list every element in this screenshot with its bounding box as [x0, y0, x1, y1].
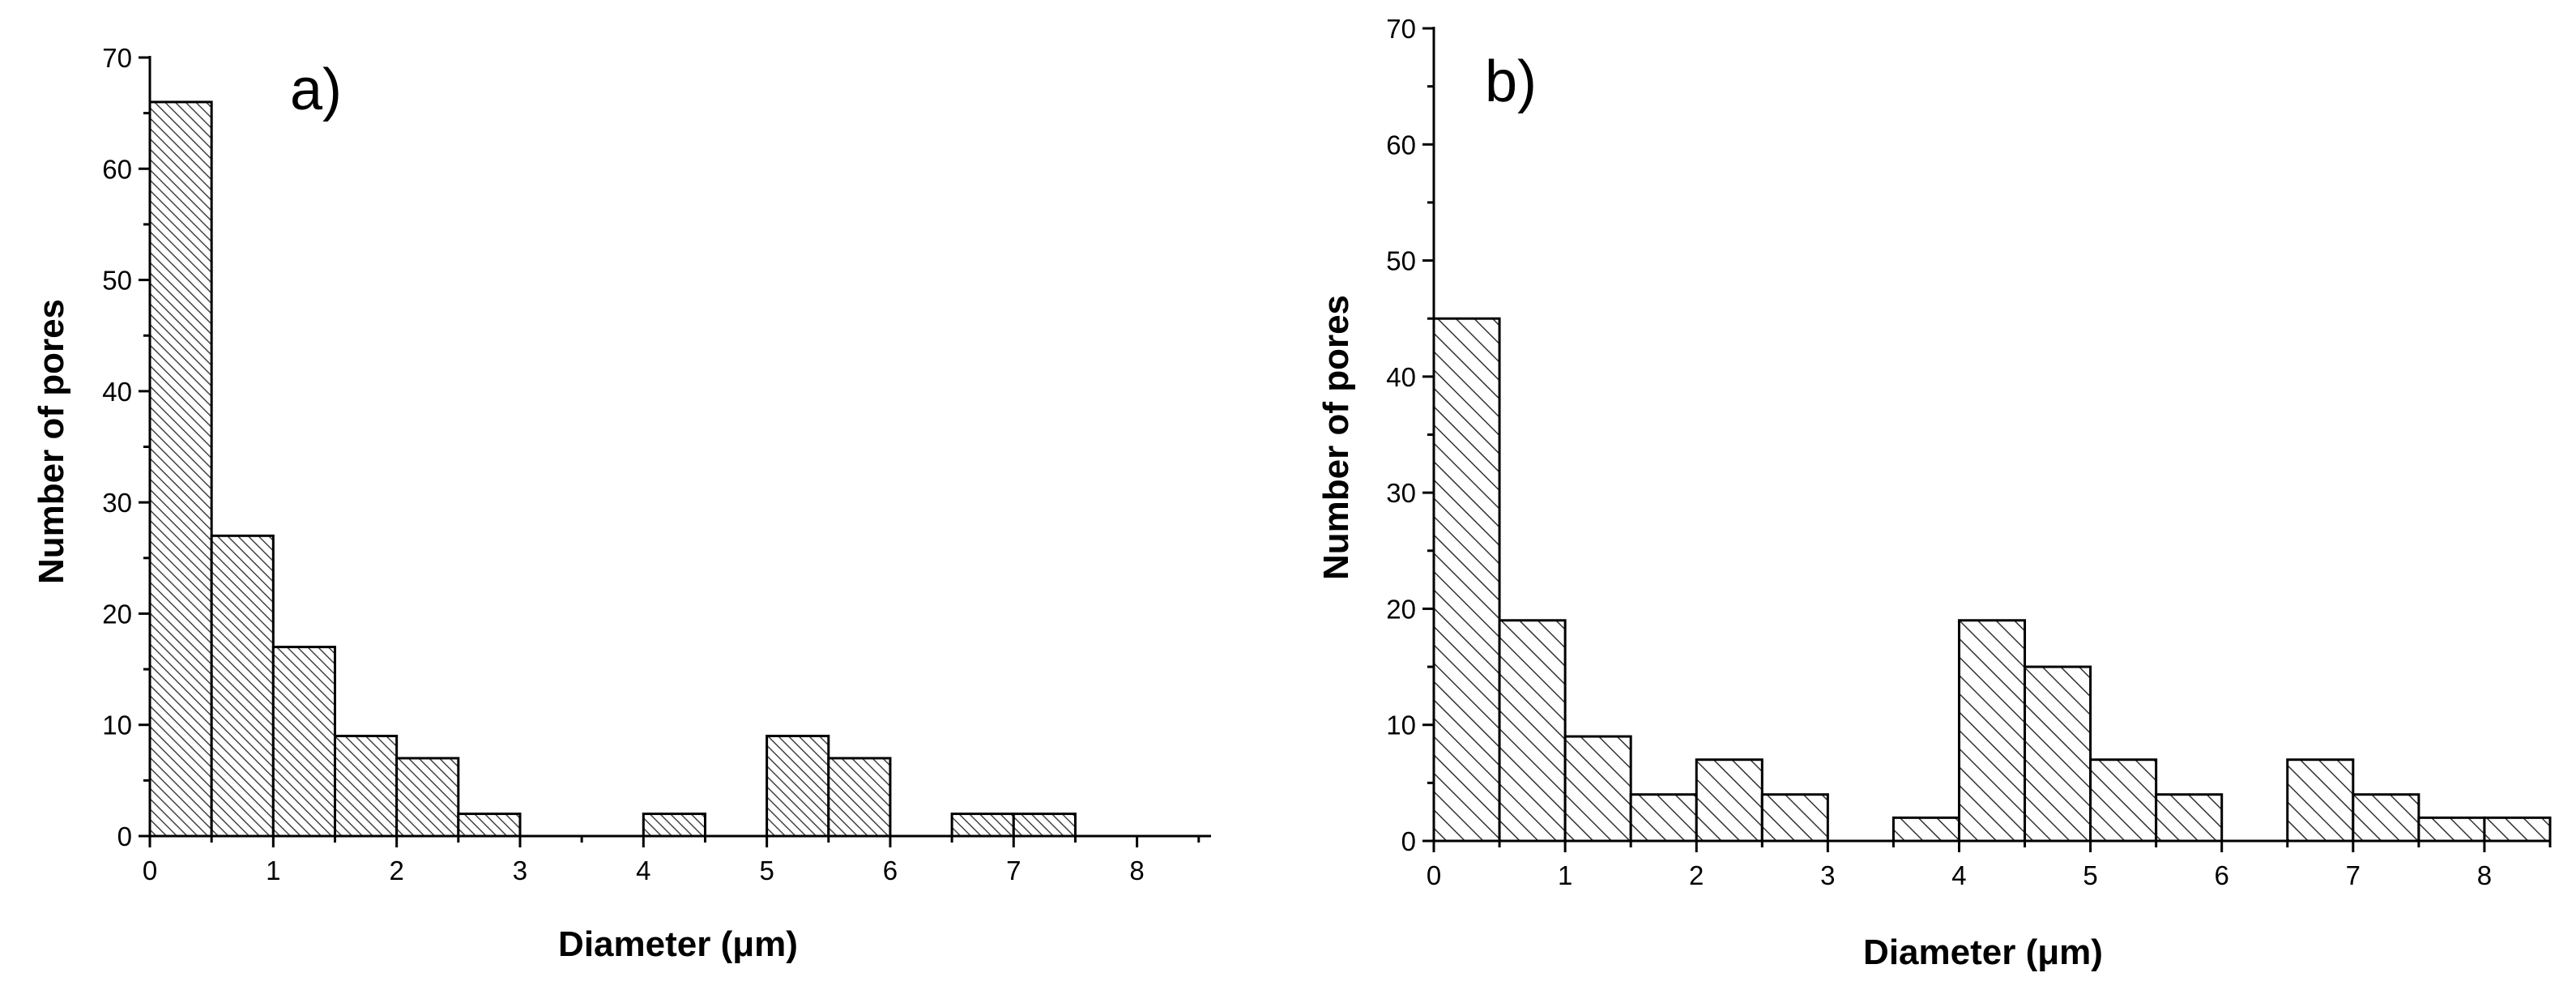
- bar-a-3: [333, 734, 399, 838]
- y-axis-title-a: Number of pores: [32, 299, 71, 584]
- x-tick-label-a-1: 1: [266, 856, 280, 885]
- x-tick-label-b-0: 0: [1427, 860, 1441, 890]
- bar-b-7: [1957, 619, 2027, 843]
- bar-b-6: [1891, 816, 1960, 843]
- bar-a-7: [766, 734, 830, 838]
- histogram-panel-a: a) Diameter (μm) Number of pores 0102030…: [32, 43, 1211, 964]
- y-tick-label-a-1: 10: [102, 710, 132, 740]
- bar-b-2: [1563, 735, 1632, 843]
- bars-b: [1432, 317, 2552, 843]
- bar-a-9: [950, 813, 1015, 838]
- bar-b-9: [2089, 758, 2158, 843]
- y-axis-title-b: Number of pores: [1316, 295, 1356, 580]
- bars-a: [148, 100, 1077, 838]
- x-tick-label-a-8: 8: [1129, 856, 1144, 885]
- x-tick-label-a-5: 5: [759, 856, 774, 885]
- y-tick-label-a-0: 0: [117, 821, 132, 851]
- x-axis-title-a: Diameter (μm): [558, 924, 798, 964]
- y-tick-label-b-2: 20: [1386, 594, 1416, 624]
- x-tick-label-b-7: 7: [2346, 860, 2361, 890]
- y-tick-label-a-5: 50: [102, 266, 132, 296]
- histogram-panel-b: b) Diameter (μm) Number of pores 0102030…: [1316, 14, 2552, 972]
- bar-b-3: [1629, 793, 1698, 843]
- bar-a-2: [271, 646, 336, 838]
- x-tick-label-a-6: 6: [883, 856, 898, 885]
- x-tick-label-b-6: 6: [2215, 860, 2229, 890]
- bar-a-0: [148, 100, 213, 838]
- x-tick-label-b-1: 1: [1558, 860, 1572, 890]
- bar-b-13: [2417, 816, 2486, 843]
- x-tick-label-a-2: 2: [389, 856, 403, 885]
- y-tick-label-b-7: 70: [1386, 14, 1416, 44]
- x-tick-label-b-8: 8: [2477, 860, 2492, 890]
- x-tick-label-a-4: 4: [636, 856, 650, 885]
- bar-a-6: [642, 813, 706, 838]
- y-tick-label-a-2: 20: [102, 599, 132, 629]
- x-tick-label-a-7: 7: [1006, 856, 1021, 885]
- bar-b-4: [1695, 758, 1764, 843]
- x-axis-title-b: Diameter (μm): [1863, 932, 2103, 972]
- bar-a-5: [457, 813, 522, 838]
- bar-a-10: [1012, 813, 1077, 838]
- bar-a-4: [395, 757, 460, 838]
- bar-b-11: [2286, 758, 2355, 843]
- bar-a-1: [210, 534, 275, 838]
- bar-b-12: [2352, 793, 2420, 843]
- bar-b-14: [2483, 816, 2552, 843]
- y-tick-label-b-6: 60: [1386, 130, 1416, 160]
- bar-b-0: [1432, 317, 1501, 843]
- panel-label-b: b): [1485, 49, 1537, 114]
- bar-b-8: [2024, 665, 2092, 843]
- y-tick-label-b-1: 10: [1386, 710, 1416, 740]
- x-tick-label-a-0: 0: [143, 856, 157, 885]
- x-tick-label-a-3: 3: [513, 856, 527, 885]
- y-tick-label-b-3: 30: [1386, 478, 1416, 508]
- panel-label-a: a): [290, 58, 342, 122]
- y-tick-label-b-4: 40: [1386, 362, 1416, 392]
- x-tick-label-b-2: 2: [1689, 860, 1704, 890]
- y-tick-label-a-4: 40: [102, 377, 132, 407]
- bar-a-8: [827, 757, 892, 838]
- y-tick-label-a-3: 30: [102, 488, 132, 518]
- y-tick-label-a-7: 70: [102, 43, 132, 73]
- bar-b-10: [2155, 793, 2224, 843]
- bar-b-1: [1498, 619, 1567, 843]
- y-tick-label-b-0: 0: [1401, 826, 1416, 856]
- bar-b-5: [1760, 793, 1829, 843]
- x-tick-label-b-5: 5: [2083, 860, 2097, 890]
- x-tick-label-b-4: 4: [1951, 860, 1966, 890]
- y-tick-label-b-5: 50: [1386, 246, 1416, 276]
- x-tick-label-b-3: 3: [1820, 860, 1835, 890]
- y-tick-label-a-6: 60: [102, 154, 132, 184]
